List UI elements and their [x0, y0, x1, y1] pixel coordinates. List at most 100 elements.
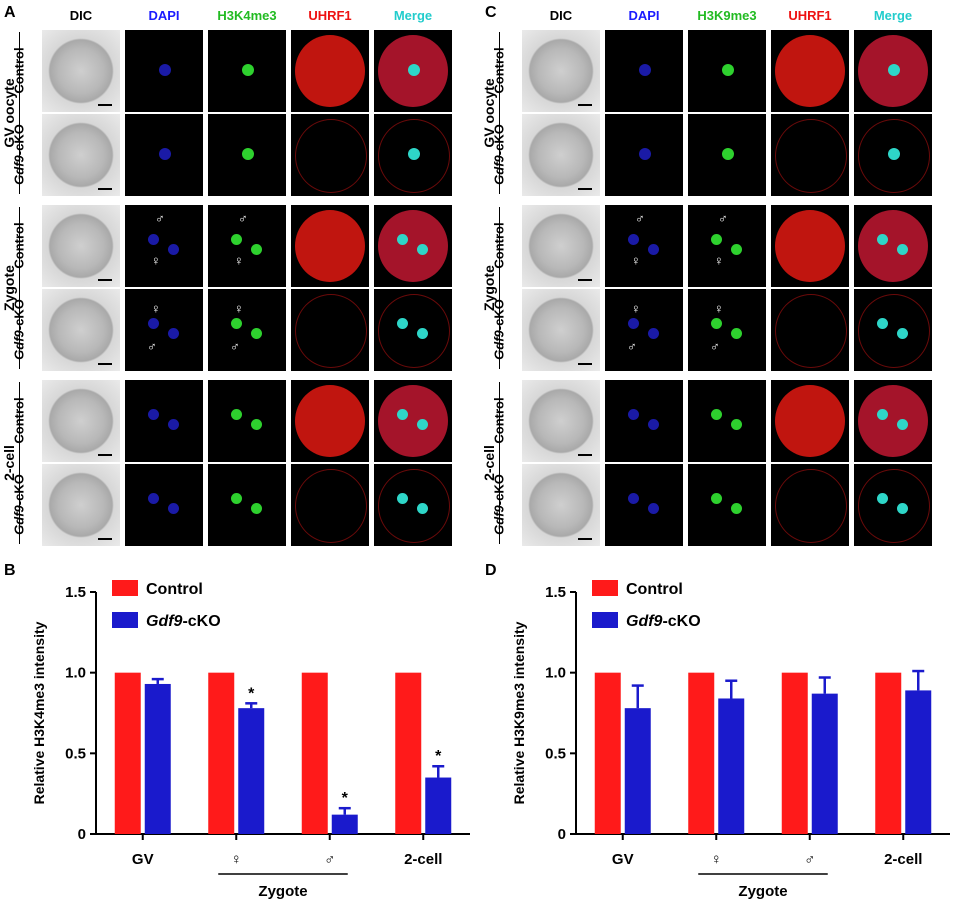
micrograph-tile — [208, 30, 286, 112]
bar — [688, 672, 715, 834]
micrograph-tile — [291, 464, 369, 546]
micrograph-tile: ♂ ♀ — [125, 205, 203, 287]
bar-chart-d: 0 0.5 1.0 1.5 Relative H3K9me3 intensity GV ♀ ♂… — [511, 580, 950, 900]
male-pronucleus-symbol: ♂ — [627, 339, 637, 354]
significance-marker: * — [435, 748, 442, 765]
bar — [594, 672, 621, 834]
column-header-uhrf1: UHRF1 — [788, 8, 832, 23]
micrograph-tile — [125, 464, 203, 546]
bar — [395, 672, 422, 834]
nucleus-signal — [647, 418, 659, 430]
y-tick-label: 0.5 — [65, 745, 86, 762]
cytoplasm-signal — [295, 119, 367, 193]
micrograph-tile — [291, 289, 369, 371]
micrograph-tile — [771, 289, 849, 371]
y-tick-label: 0.5 — [545, 745, 566, 762]
bar — [811, 693, 838, 834]
female-pronucleus-symbol: ♀ — [151, 253, 161, 268]
nucleus-signal — [896, 327, 908, 339]
micrograph-tile — [605, 380, 683, 462]
female-pronucleus-symbol: ♀ — [631, 253, 641, 268]
x-tick-label: GV — [132, 851, 154, 868]
micrograph-tile — [522, 380, 600, 462]
stage-group-line — [19, 382, 20, 544]
nucleus-signal — [722, 64, 734, 76]
y-tick-label: 1.0 — [65, 665, 86, 682]
x-tick-label: ♀ — [231, 851, 242, 868]
stage-label-gv-oocyte: GV oocyte — [1, 78, 17, 148]
legend-label: Control — [146, 581, 203, 598]
legend-swatch — [112, 580, 138, 596]
x-tick-label: ♂ — [804, 851, 815, 868]
nucleus-signal — [639, 148, 651, 160]
stage-label-2-cell: 2-cell — [481, 445, 497, 481]
legend-label: Gdf9-cKO — [146, 613, 221, 630]
micrograph-tile — [854, 464, 932, 546]
stage-group-line — [19, 32, 20, 194]
nucleus-signal — [888, 148, 900, 160]
bar-chart-b: 0 0.5 1.0 1.5 Relative H3K4me3 intensity GV * ♀… — [31, 580, 470, 900]
legend-label: Control — [626, 581, 683, 598]
nucleus-signal — [710, 492, 722, 504]
micrograph-tile — [688, 30, 766, 112]
bar — [208, 672, 235, 834]
nucleus-signal — [147, 317, 159, 329]
micrograph-tile — [771, 30, 849, 112]
nucleus-signal — [250, 243, 262, 255]
cytoplasm-signal — [295, 294, 367, 368]
panel-letter-a: A — [4, 4, 16, 21]
stage-group-line — [499, 32, 500, 194]
cytoplasm-signal — [858, 469, 930, 543]
nucleus-signal — [416, 327, 428, 339]
micrograph-tile: ♂ ♀ — [125, 289, 203, 371]
nucleus-signal — [730, 502, 742, 514]
nucleus-signal — [647, 243, 659, 255]
micrograph-tile — [771, 380, 849, 462]
stage-label-zygote: Zygote — [481, 265, 497, 311]
nucleus-signal — [627, 492, 639, 504]
nucleus-signal — [730, 243, 742, 255]
column-header-dapi: DAPI — [148, 8, 180, 23]
micrograph-tile — [125, 30, 203, 112]
micrograph-tile — [42, 289, 120, 371]
nucleus-signal — [639, 64, 651, 76]
nucleus-signal — [408, 148, 420, 160]
nucleus-signal — [896, 418, 908, 430]
x-tick-label: ♂ — [324, 851, 335, 868]
male-pronucleus-symbol: ♂ — [710, 339, 720, 354]
y-tick-label: 1.5 — [65, 584, 86, 601]
nucleus-signal — [159, 64, 171, 76]
micrograph-tile — [854, 114, 932, 196]
cytoplasm-signal — [775, 35, 845, 107]
cytoplasm-signal — [775, 385, 845, 457]
y-tick-label: 0 — [558, 826, 566, 843]
cytoplasm-signal — [295, 469, 367, 543]
cytoplasm-signal — [378, 294, 450, 368]
nucleus-signal — [416, 418, 428, 430]
nucleus-signal — [627, 408, 639, 420]
micrograph-tile — [854, 30, 932, 112]
cytoplasm-signal — [858, 294, 930, 368]
nucleus-signal — [230, 317, 242, 329]
significance-marker: * — [342, 790, 349, 807]
nucleus-signal — [722, 148, 734, 160]
nucleus-signal — [710, 408, 722, 420]
nucleus-signal — [627, 317, 639, 329]
panel-letter-d: D — [485, 562, 497, 579]
micrograph-tile — [522, 205, 600, 287]
nucleus-signal — [250, 327, 262, 339]
nucleus-signal — [408, 64, 420, 76]
micrograph-tile — [208, 464, 286, 546]
x-tick-label: ♀ — [711, 851, 722, 868]
micrograph-tile — [854, 380, 932, 462]
cytoplasm-signal — [295, 385, 365, 457]
y-tick-label: 0 — [78, 826, 86, 843]
micrograph-tile — [374, 464, 452, 546]
nucleus-signal — [230, 492, 242, 504]
scale-bar — [98, 104, 112, 106]
nucleus-signal — [167, 243, 179, 255]
male-pronucleus-symbol: ♂ — [718, 211, 728, 226]
female-pronucleus-symbol: ♀ — [234, 301, 244, 316]
male-pronucleus-symbol: ♂ — [238, 211, 248, 226]
cytoplasm-signal — [378, 210, 448, 282]
